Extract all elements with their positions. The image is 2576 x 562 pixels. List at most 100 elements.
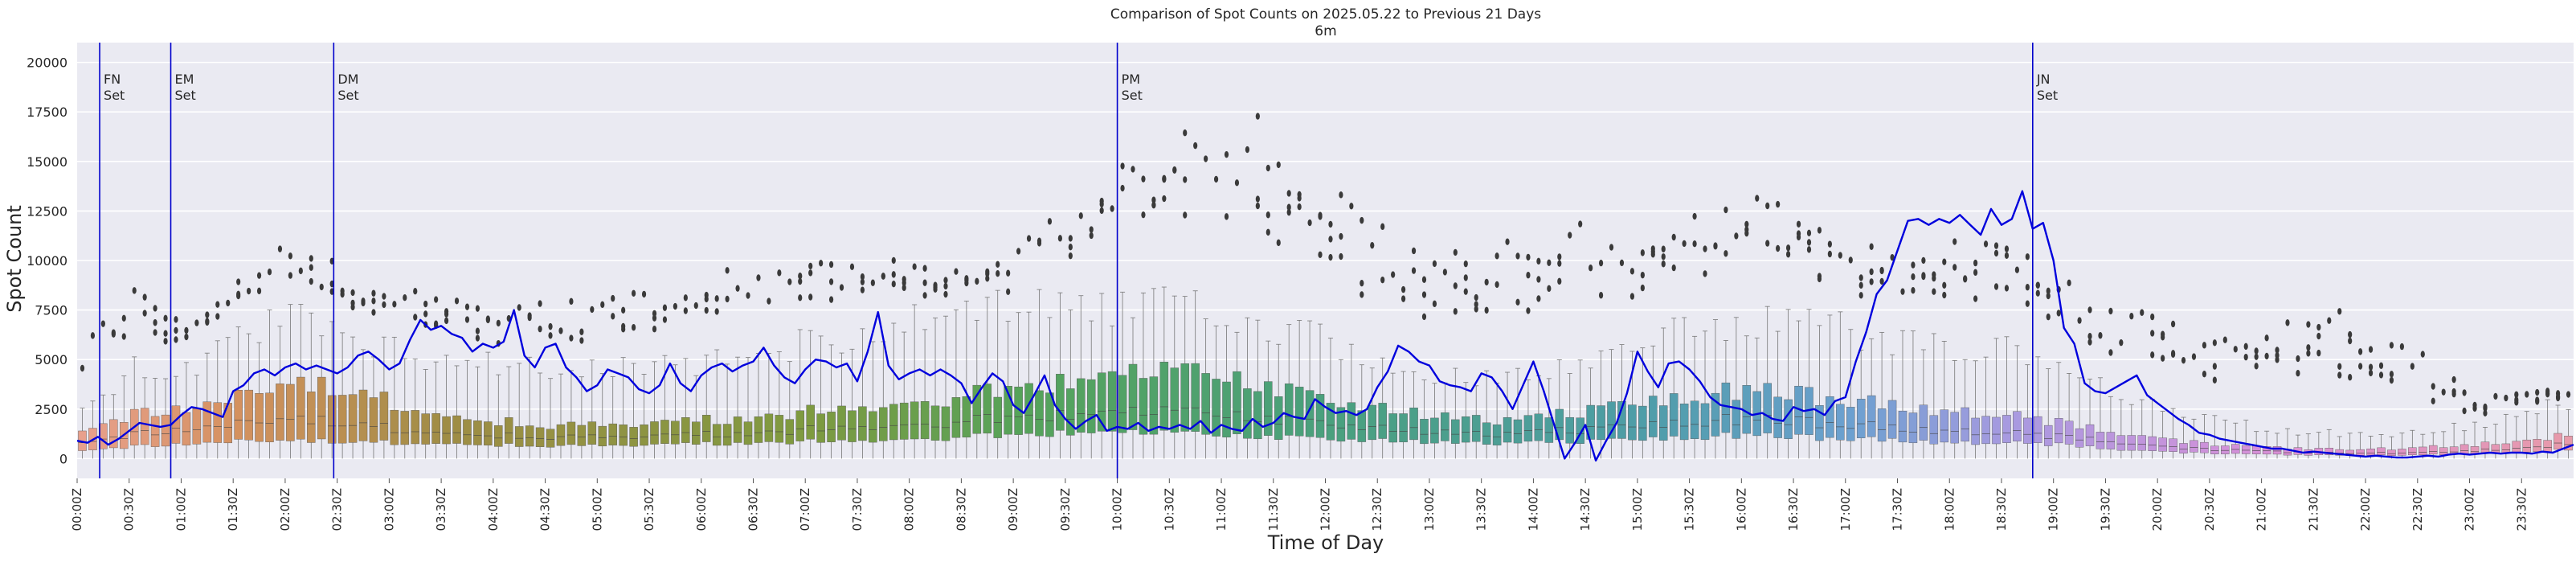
outlier-point: [1869, 243, 1874, 250]
outlier-point: [1047, 218, 1053, 225]
box: [452, 415, 461, 444]
outlier-point: [142, 293, 147, 301]
box: [1981, 416, 1990, 445]
outlier-point: [891, 280, 896, 288]
outlier-point: [902, 279, 906, 286]
box: [1971, 417, 1980, 445]
outlier-point: [828, 260, 834, 269]
box: [2116, 435, 2126, 451]
outlier-point: [2181, 356, 2186, 364]
y-ticks: 0 2500 5000 7500 10000 12500 15000 17500 20000: [27, 55, 67, 467]
box: [276, 384, 284, 441]
box: [1222, 381, 1231, 437]
outlier-point: [1526, 307, 1531, 314]
y-tick-label: 12500: [27, 203, 67, 219]
outlier-point: [1286, 208, 1291, 216]
outlier-point: [2161, 334, 2165, 341]
outlier-point: [215, 313, 220, 320]
outlier-point: [2368, 369, 2374, 377]
outlier-point: [1921, 256, 1926, 265]
outlier-point: [1484, 306, 1489, 314]
outlier-point: [1339, 252, 1343, 260]
box: [2251, 445, 2261, 454]
outlier-point: [2431, 383, 2435, 390]
outlier-point: [403, 293, 407, 302]
outlier-point: [2243, 343, 2248, 351]
box: [202, 401, 212, 443]
outlier-point: [464, 316, 470, 323]
outlier-point: [714, 295, 719, 302]
box: [1732, 400, 1741, 439]
outlier-point: [1973, 269, 1978, 277]
outlier-point: [1089, 226, 1094, 233]
outlier-point: [2025, 284, 2030, 291]
box: [2210, 445, 2219, 454]
outlier-point: [80, 364, 85, 372]
outlier-point: [621, 322, 626, 330]
outlier-point: [205, 318, 210, 325]
outlier-point: [1057, 235, 1062, 242]
outlier-point: [1484, 278, 1489, 286]
box: [795, 410, 804, 441]
outlier-point: [288, 252, 292, 260]
outlier-point: [1661, 245, 1666, 252]
outlier-point: [1006, 288, 1011, 296]
x-tick-label: 20:00Z: [2150, 488, 2165, 531]
outlier-point: [1391, 271, 1396, 278]
x-tick-label: 01:30Z: [226, 488, 240, 531]
outlier-point: [2014, 266, 2019, 273]
box: [400, 411, 410, 445]
outlier-point: [2056, 310, 2061, 317]
outlier-point: [382, 293, 386, 300]
series-lines: [76, 190, 2574, 461]
outlier-point: [1360, 216, 1364, 224]
outlier-point: [1494, 281, 1499, 289]
outlier-point: [1068, 243, 1073, 251]
outlier-point: [1744, 229, 1749, 237]
outlier-point: [1037, 240, 1042, 247]
outlier-point: [1640, 271, 1645, 279]
box: [1378, 403, 1387, 439]
outlier-point: [2243, 353, 2248, 361]
x-tick-label: 18:30Z: [1994, 488, 2009, 531]
outlier-point: [2337, 308, 2342, 315]
box: [754, 416, 763, 443]
box: [1607, 401, 1616, 439]
box: [2564, 436, 2573, 451]
outlier-point: [1650, 251, 1655, 258]
outlier-point: [2108, 349, 2113, 356]
x-tick-label: 11:00Z: [1214, 488, 1229, 531]
outlier-point: [1765, 202, 1770, 210]
box: [1118, 375, 1127, 433]
outlier-point: [121, 314, 126, 322]
outlier-point: [1609, 244, 1614, 251]
box: [2231, 444, 2240, 454]
outlier-point: [2555, 394, 2561, 402]
outlier-point: [1380, 276, 1385, 284]
box: [2335, 449, 2344, 456]
outlier-point: [662, 316, 668, 323]
box: [1420, 419, 1429, 445]
box: [1430, 417, 1439, 444]
box: [286, 384, 295, 441]
annotation-label: EM: [175, 72, 194, 87]
series-line: [76, 190, 2574, 461]
x-tick-label: 12:30Z: [1370, 488, 1384, 531]
outlier-point: [870, 279, 875, 286]
outlier-point: [1796, 220, 1801, 228]
outlier-point: [434, 296, 439, 303]
outlier-point: [2493, 392, 2498, 400]
box: [1815, 405, 1824, 441]
outlier-point: [2087, 333, 2092, 340]
outlier-point: [1806, 246, 1812, 253]
outlier-point: [2441, 388, 2446, 396]
x-tick-label: 21:30Z: [2306, 488, 2320, 531]
box: [1649, 396, 1658, 437]
box: [1826, 396, 1834, 438]
x-ticks: 00:00Z 00:30Z 01:00Z 01:30Z 02:00Z 02:30Z 03:0…: [70, 478, 2529, 531]
box: [2356, 449, 2365, 456]
outlier-point: [423, 310, 428, 318]
outlier-point: [1411, 247, 1417, 255]
outlier-point: [1245, 146, 1250, 154]
outlier-point: [2337, 363, 2342, 370]
